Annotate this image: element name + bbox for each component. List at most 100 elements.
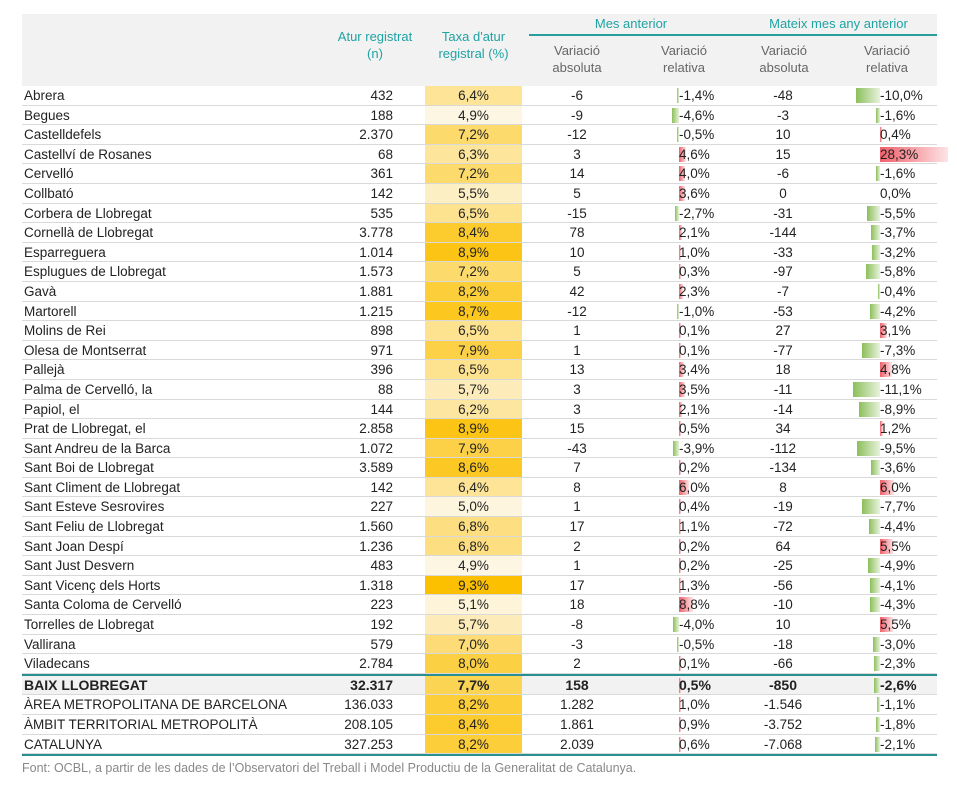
value-text: -3,6% — [880, 460, 916, 476]
data-bar — [873, 677, 880, 693]
taxa-atur: 6,8% — [425, 517, 522, 536]
atur-count: 971 — [370, 342, 393, 358]
taxa-atur: 6,5% — [425, 321, 522, 340]
data-bar — [871, 225, 880, 241]
table-row: Sant Joan Despí 1.236 6,8% 2 0,2% 64 5,5% — [22, 536, 937, 557]
table-row: Sant Boi de Llobregat 3.589 8,6% 7 0,2% -134 -… — [22, 458, 937, 478]
atur-count: 142 — [370, 185, 393, 201]
table-row: Torrelles de Llobregat 192 5,7% -8 -4,0% 10 5,… — [22, 615, 937, 635]
var-rel-month: -2,7% — [657, 204, 757, 223]
atur-count: 188 — [370, 107, 393, 123]
group-mes-anterior: Mes anterior — [594, 16, 668, 31]
data-bar — [876, 166, 880, 182]
taxa-atur: 6,3% — [425, 144, 522, 164]
data-bar — [880, 479, 895, 495]
var-abs-month: 15 — [569, 421, 585, 437]
data-bar — [872, 244, 880, 260]
var-abs-month: 1 — [573, 499, 581, 515]
value-text: 4,0% — [679, 166, 710, 182]
var-rel-year: -1,6% — [859, 164, 937, 183]
taxa-atur: 5,0% — [425, 497, 522, 517]
atur-count: 1.014 — [359, 244, 393, 260]
table-row: Papiol, el 144 6,2% 3 2,1% -14 -8,9% — [22, 399, 937, 420]
var-rel-year: 0,0% — [859, 184, 937, 203]
value-text: -11,1% — [880, 381, 922, 397]
value-text: 0,5% — [679, 676, 711, 693]
var-abs-month: 18 — [569, 597, 585, 613]
data-bar — [672, 440, 679, 456]
data-bar — [679, 264, 681, 280]
municipality-name: Corbera de Llobregat — [24, 205, 152, 221]
municipality-name: Begues — [24, 107, 70, 123]
var-rel-year: -1,8% — [859, 715, 937, 734]
taxa-atur: 7,2% — [425, 262, 522, 281]
taxa-atur: 8,6% — [425, 458, 522, 477]
var-rel-month: 0,1% — [657, 321, 757, 340]
table-row: Viladecans 2.784 8,0% 2 0,1% -66 -2,3% — [22, 654, 937, 674]
var-rel-year: -4,1% — [859, 576, 937, 595]
header-taxa: Taxa d'atur registral (%) — [425, 28, 522, 62]
var-abs-year: 15 — [775, 146, 791, 162]
var-abs-year: -53 — [773, 303, 793, 319]
var-abs-year: 18 — [775, 362, 791, 378]
var-rel-month: 4,6% — [657, 145, 757, 164]
var-abs-month: 1.282 — [560, 697, 594, 713]
taxa-atur: 6,5% — [425, 203, 522, 223]
var-abs-month: -3 — [570, 636, 583, 652]
h-rel: relativa — [866, 60, 908, 75]
value-text: 0,3% — [679, 264, 710, 280]
table-row: Esplugues de Llobregat 1.573 7,2% 5 0,3% -97 -… — [22, 262, 937, 282]
value-text: -1,4% — [679, 88, 715, 103]
data-bar — [874, 656, 880, 672]
taxa-atur: 5,7% — [425, 379, 522, 399]
h-var: Variació — [553, 43, 600, 58]
var-rel-month: 0,2% — [657, 458, 757, 477]
table-row: Prat de Llobregat, el 2.858 8,9% 15 0,5% 34 1,… — [22, 419, 937, 439]
atur-count: 136.033 — [344, 697, 393, 713]
municipality-name: Sant Andreu de la Barca — [24, 440, 171, 456]
value-text: -1,8% — [880, 717, 916, 732]
var-abs-month: 158 — [565, 676, 589, 693]
var-rel-month: 2,1% — [657, 223, 757, 242]
value-text: 0,5% — [679, 421, 710, 437]
atur-count: 208.105 — [344, 717, 393, 732]
value-text: -1,1% — [880, 697, 916, 713]
unemployment-table: Atur registrat (n) Taxa d'atur registral (… — [22, 14, 948, 757]
data-bar — [679, 146, 687, 162]
value-text: 0,6% — [679, 736, 710, 752]
atur-count: 1.881 — [359, 283, 393, 299]
atur-count: 1.573 — [359, 264, 393, 280]
data-bar — [674, 205, 679, 221]
var-abs-year: -6 — [776, 166, 789, 182]
h-abs: absoluta — [552, 60, 602, 75]
data-bar — [869, 597, 880, 613]
data-bar — [861, 499, 880, 515]
data-bar — [679, 479, 689, 495]
value-text: 1,1% — [679, 519, 710, 535]
var-abs-year: 8 — [779, 479, 787, 495]
h-var: Variació — [863, 43, 910, 58]
municipality-name: BAIX LLOBREGAT — [24, 676, 148, 693]
data-bar — [679, 342, 681, 358]
var-rel-month: 6,0% — [657, 478, 757, 497]
header-var-rel-1: Variació relativa — [634, 42, 734, 76]
header-var-rel-2: Variació relativa — [837, 42, 937, 76]
data-bar — [679, 185, 685, 201]
data-bar — [679, 323, 681, 339]
var-abs-year: -7 — [776, 283, 789, 299]
var-abs-year: -3 — [776, 107, 789, 123]
value-text: -3,9% — [679, 440, 715, 456]
h-rel: relativa — [663, 60, 705, 75]
value-text: -1,0% — [679, 303, 715, 319]
data-bar — [866, 264, 880, 280]
value-text: -4,6% — [679, 107, 715, 123]
value-text: 0,4% — [880, 127, 911, 143]
var-abs-month: 78 — [569, 225, 585, 241]
table-row: Abrera 432 6,4% -6 -1,4% -48 -10,0% — [22, 86, 937, 106]
var-rel-month: 1,0% — [657, 695, 757, 714]
data-bar — [880, 538, 894, 554]
atur-count: 327.253 — [344, 736, 393, 752]
taxa-atur: 7,0% — [425, 634, 522, 654]
var-abs-month: 1 — [573, 558, 581, 574]
var-abs-year: -11 — [773, 381, 793, 397]
